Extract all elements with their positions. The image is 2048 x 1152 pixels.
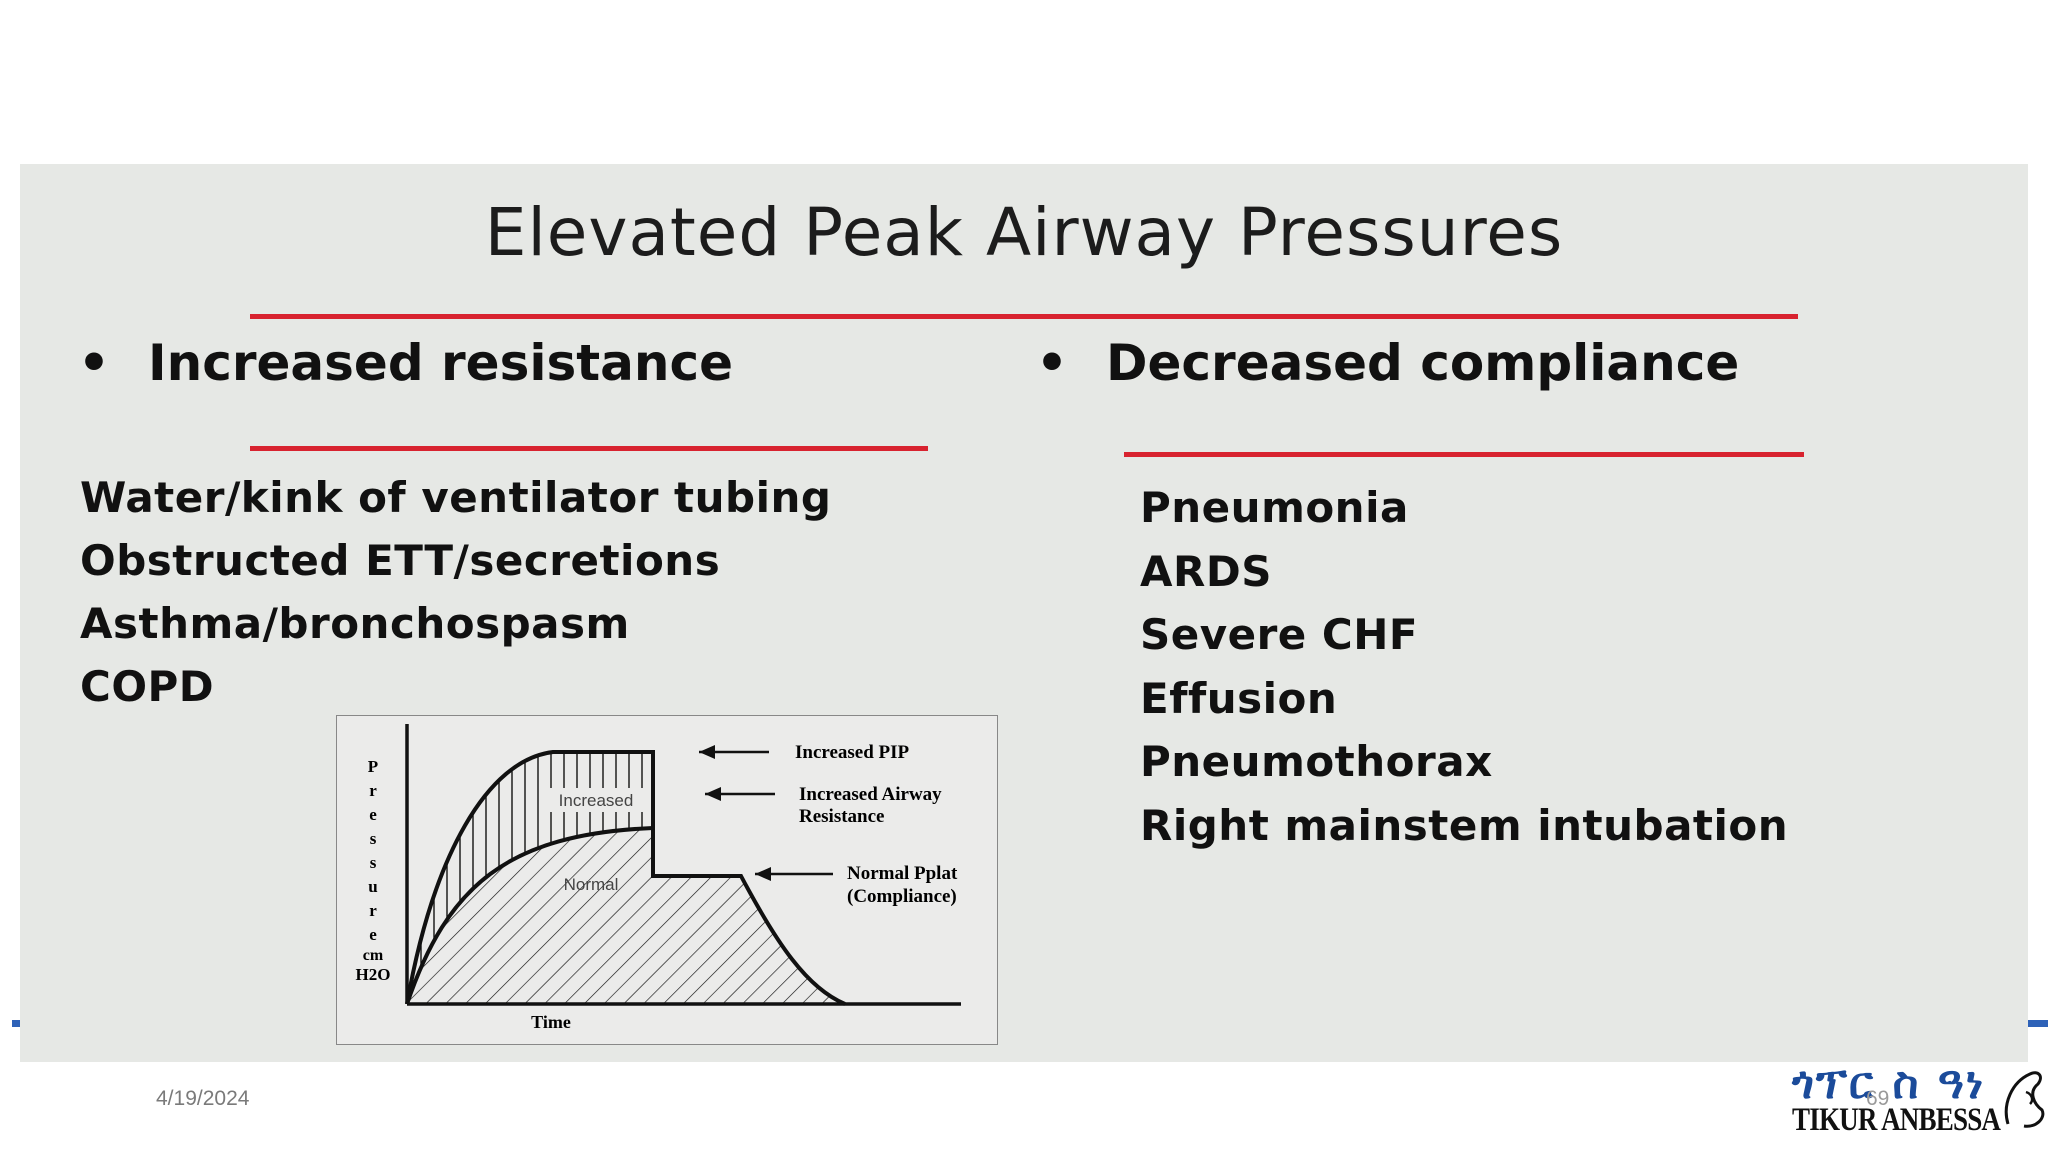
y-axis-letter: u — [368, 877, 377, 896]
pressure-curve-svg: P r e s s u r e cm H2O Time Increased No… — [356, 724, 961, 1032]
increased-curve — [405, 750, 846, 1006]
logo-amharic-text: ጎፕር ስ ዓነ — [1792, 1058, 1986, 1109]
annotation-resistance: Resistance — [799, 806, 884, 827]
left-heading-text: Increased resistance — [148, 334, 734, 392]
y-axis-letter: s — [370, 829, 377, 848]
normal-region — [407, 828, 845, 1004]
increased-region-label: Increased — [559, 791, 634, 810]
left-heading-underline — [250, 446, 928, 451]
footer-accent-line-right — [2028, 1020, 2048, 1027]
list-item: COPD — [80, 662, 215, 711]
right-heading: • Decreased compliance — [1036, 334, 1739, 392]
footer-date: 4/19/2024 — [156, 1087, 250, 1110]
normal-curve — [405, 826, 654, 1005]
y-axis-letter: P — [368, 757, 378, 776]
slide-image: Elevated Peak Airway Pressures • Increase… — [20, 164, 2028, 1062]
resistance-causes-list: Water/kink of ventilator tubing Obstruct… — [80, 466, 831, 718]
title-underline — [250, 314, 1798, 319]
y-axis-letter: r — [369, 781, 377, 800]
y-axis-unit: H2O — [356, 965, 391, 984]
y-axis-letter: e — [369, 805, 377, 824]
list-item: Severe CHF — [1140, 610, 1419, 659]
pressure-time-diagram: P r e s s u r e cm H2O Time Increased No… — [336, 715, 998, 1045]
right-heading-underline — [1124, 452, 1804, 457]
y-axis-letter: r — [369, 901, 377, 920]
tikur-anbessa-logo: ጎፕር ስ ዓነ TIKUR ANBESSA — [1786, 1058, 2048, 1152]
slide-title: Elevated Peak Airway Pressures — [484, 194, 1564, 271]
right-heading-text: Decreased compliance — [1106, 334, 1740, 392]
lion-icon — [2004, 1071, 2045, 1128]
list-item: Pneumonia — [1140, 483, 1409, 532]
annotation-pplat: (Compliance) — [847, 886, 957, 907]
logo-latin-text: TIKUR ANBESSA — [1792, 1102, 2001, 1138]
list-item: Asthma/bronchospasm — [80, 599, 630, 648]
annotation-pip: Increased PIP — [795, 742, 910, 763]
bullet-dot: • — [78, 334, 110, 392]
list-item: Effusion — [1140, 673, 1338, 723]
bullet-dot: • — [1036, 334, 1068, 392]
list-item: Water/kink of ventilator tubing — [80, 473, 832, 522]
x-axis-label: Time — [531, 1012, 571, 1032]
increased-region — [407, 752, 653, 1004]
annotation-pplat: Normal Pplat — [847, 863, 958, 884]
page-number: 69 — [1866, 1087, 1890, 1110]
list-item: Obstructed ETT/secretions — [80, 536, 721, 585]
y-axis-letter: s — [370, 853, 377, 872]
list-item: Right mainstem intubation — [1140, 800, 1789, 850]
normal-region-label: Normal — [564, 875, 619, 894]
annotation-resistance: Increased Airway — [799, 784, 942, 805]
compliance-causes-list: Pneumonia ARDS Severe CHF Effusion Pneum… — [1140, 476, 1788, 857]
footer-accent-line-left — [12, 1020, 22, 1027]
list-item: ARDS — [1140, 546, 1272, 596]
list-item: Pneumothorax — [1140, 737, 1493, 786]
y-axis-letter: e — [369, 925, 377, 944]
left-heading: • Increased resistance — [78, 334, 733, 392]
y-axis-unit: cm — [363, 947, 384, 964]
